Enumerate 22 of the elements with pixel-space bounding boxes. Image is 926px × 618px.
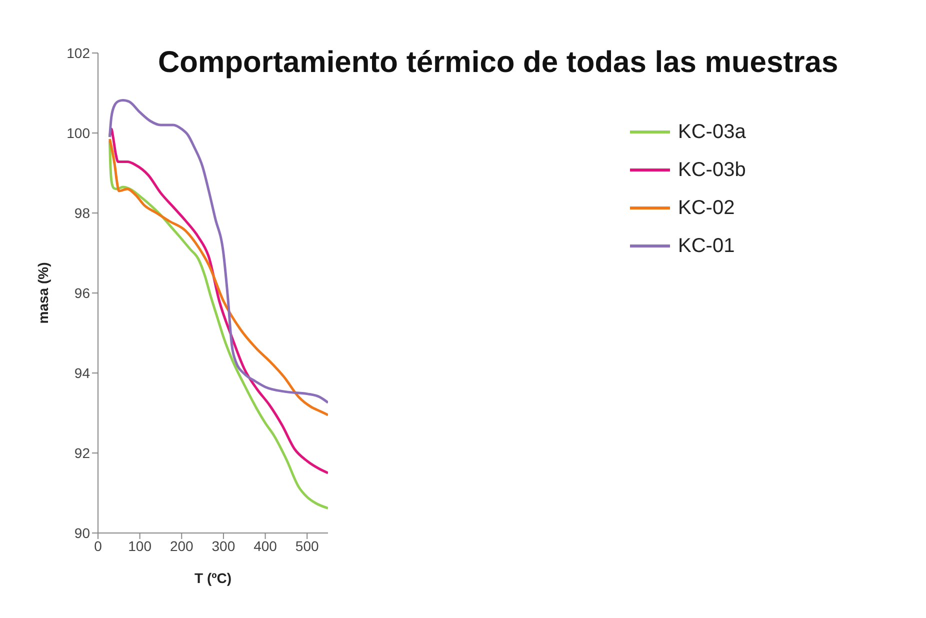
y-tick-label: 102 xyxy=(66,44,90,61)
legend-label: KC-01 xyxy=(678,234,735,258)
y-axis-title: masa (%) xyxy=(34,262,51,324)
y-tick-label: 90 xyxy=(74,524,90,541)
line-series xyxy=(108,138,328,416)
x-tick-label: 100 xyxy=(128,538,152,554)
legend-label: KC-03b xyxy=(678,158,746,182)
legend-label: KC-02 xyxy=(678,196,735,220)
x-tick-label: 400 xyxy=(254,538,278,554)
y-tick-label: 98 xyxy=(74,204,90,221)
y-tick-label: 92 xyxy=(74,444,90,461)
x-tick-label: 300 xyxy=(212,538,236,554)
legend-label: KC-03a xyxy=(678,120,746,144)
x-tick-label: 0 xyxy=(94,538,102,554)
x-tick-label: 200 xyxy=(170,538,194,554)
text: Comportamiento térmico de todas las muestras xyxy=(158,46,838,80)
x-axis-title: T (ºC) xyxy=(194,570,232,586)
y-tick-label: 94 xyxy=(74,364,90,381)
x-tick-label: 500 xyxy=(295,538,319,554)
y-tick-label: 100 xyxy=(66,124,90,141)
y-tick-label: 96 xyxy=(74,284,90,301)
line-series xyxy=(108,98,328,404)
